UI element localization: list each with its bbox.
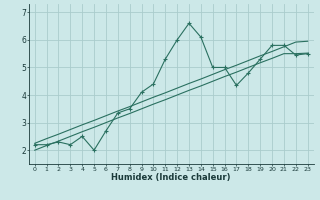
- X-axis label: Humidex (Indice chaleur): Humidex (Indice chaleur): [111, 173, 231, 182]
